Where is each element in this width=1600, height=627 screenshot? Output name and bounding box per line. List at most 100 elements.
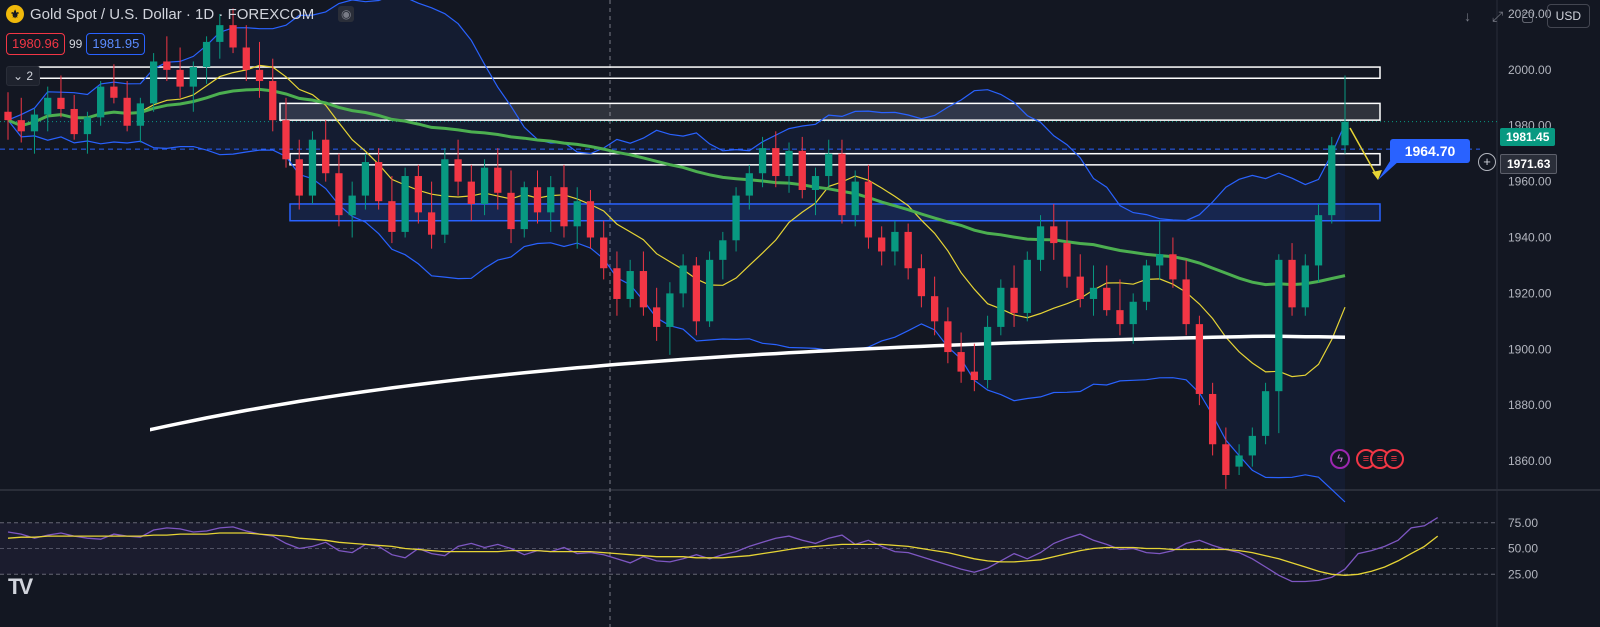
- price-callout[interactable]: 1964.70: [1390, 139, 1470, 163]
- candle-body: [1076, 276, 1084, 299]
- candle-body: [705, 259, 714, 322]
- resistance-zone: [279, 102, 1381, 121]
- arrow-down-icon[interactable]: ↓: [1464, 8, 1472, 24]
- candle-body: [282, 120, 290, 160]
- candle-body: [639, 271, 648, 308]
- candle-body: [732, 195, 740, 241]
- candle-body: [441, 159, 449, 235]
- candle-body: [785, 150, 793, 177]
- candle-body: [983, 326, 992, 380]
- candle-body: [242, 47, 250, 70]
- candle-body: [653, 307, 661, 327]
- candle-body: [57, 97, 65, 109]
- candle-body: [944, 321, 952, 353]
- candle-body: [957, 352, 965, 372]
- candle-body: [917, 268, 926, 297]
- candle-body: [427, 212, 436, 235]
- candle-body: [454, 159, 462, 182]
- rsi-ma-line: [7, 532, 1439, 576]
- candle-body: [560, 187, 568, 227]
- candle-body: [1275, 259, 1283, 392]
- candle-body: [626, 271, 634, 299]
- candle-body: [1169, 254, 1177, 280]
- candle-body: [613, 268, 621, 299]
- candle-body: [573, 201, 581, 227]
- candle-body: [70, 108, 78, 135]
- candle-body: [1288, 259, 1296, 308]
- candle-body: [520, 187, 528, 230]
- lightning-icon[interactable]: ϟ: [1330, 449, 1350, 469]
- candle-body: [758, 148, 767, 174]
- candle-body: [1129, 301, 1137, 325]
- screenshot-icon[interactable]: ▢: [1521, 8, 1535, 24]
- sma-mid-line: [7, 87, 1346, 287]
- us-flag-icon[interactable]: ≡: [1384, 449, 1404, 469]
- candle-body: [4, 111, 12, 121]
- candle-body: [666, 293, 674, 327]
- candle-body: [1261, 391, 1270, 436]
- candle-body: [229, 25, 237, 48]
- candle-body: [480, 167, 489, 204]
- candle-body: [719, 240, 727, 260]
- candle-body: [44, 97, 52, 115]
- candle-body: [864, 181, 873, 238]
- candle-body: [1235, 455, 1243, 467]
- quote-panel: 1980.96 99 1981.95: [6, 33, 146, 55]
- candle-body: [811, 176, 820, 190]
- rsi-line: [7, 517, 1439, 583]
- fullscreen-icon[interactable]: ⤢: [1492, 8, 1504, 24]
- rsi-tick-label: 75.00: [1508, 516, 1538, 530]
- candle-body: [401, 176, 409, 232]
- candle-body: [547, 187, 555, 213]
- candle-body: [904, 231, 912, 269]
- hide-icon[interactable]: ◉: [338, 6, 355, 22]
- candle-body: [269, 81, 277, 121]
- candle-body: [533, 187, 542, 213]
- candle-body: [1195, 324, 1204, 394]
- last-price-label: 1981.45: [1500, 128, 1556, 146]
- candle-body: [1142, 265, 1151, 302]
- ask-price[interactable]: 1981.95: [86, 33, 146, 55]
- candle-body: [1248, 435, 1256, 456]
- sma-slow-line: [150, 334, 1346, 432]
- indicators-collapse-button[interactable]: ⌄ 2: [6, 66, 41, 86]
- candle-body: [216, 25, 224, 42]
- price-tick-label: 1880.00: [1508, 398, 1552, 412]
- candle-body: [110, 86, 118, 98]
- symbol-title[interactable]: Gold Spot / U.S. Dollar · 1D · FOREXCOM: [30, 5, 315, 23]
- candle-body: [825, 153, 833, 177]
- price-tick-label: 1900.00: [1508, 342, 1552, 356]
- candle-body: [295, 159, 303, 196]
- price-tick-label: 1860.00: [1508, 454, 1552, 468]
- rsi-tick-label: 25.00: [1508, 567, 1538, 581]
- bollinger-lower-line: [7, 119, 1346, 503]
- sma-fast-line: [7, 64, 1346, 378]
- candle-body: [83, 117, 92, 135]
- candle-body: [1208, 393, 1217, 445]
- candle-body: [255, 69, 264, 82]
- add-alert-icon[interactable]: +: [1478, 153, 1496, 171]
- support-zone-blue: [289, 203, 1381, 222]
- candle-body: [361, 162, 370, 196]
- candle-body: [1222, 444, 1230, 475]
- symbol-header: ⚜ Gold Spot / U.S. Dollar · 1D · FOREXCO…: [6, 5, 355, 23]
- candle-body: [467, 181, 475, 204]
- candle-body: [1010, 287, 1018, 313]
- bid-price[interactable]: 1980.96: [6, 33, 65, 55]
- currency-select[interactable]: USD: [1546, 4, 1590, 28]
- candle-body: [1314, 215, 1323, 266]
- candle-body: [891, 231, 899, 252]
- gold-coin-icon: ⚜: [6, 5, 24, 23]
- price-tick-label: 1920.00: [1508, 286, 1552, 300]
- economic-events: ϟ ≡ ≡ ≡: [1330, 449, 1404, 469]
- candle-body: [322, 139, 330, 174]
- crosshair-price-label: 1971.63: [1500, 154, 1558, 174]
- candle-body: [1301, 265, 1309, 308]
- candle-body: [375, 162, 383, 202]
- candle-body: [1050, 226, 1058, 244]
- candle-body: [878, 237, 886, 252]
- tradingview-logo-icon: TV: [8, 574, 33, 599]
- spread-value: 99: [69, 37, 83, 51]
- candle-body: [600, 237, 608, 269]
